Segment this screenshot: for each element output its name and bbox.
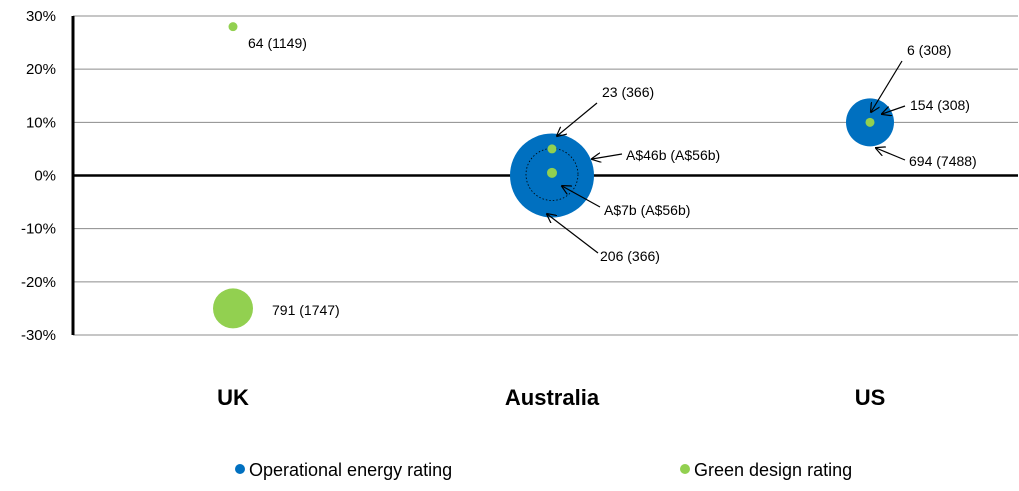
data-label: 154 (308) bbox=[910, 97, 970, 113]
data-label: 23 (366) bbox=[602, 84, 654, 100]
data-label: A$46b (A$56b) bbox=[626, 147, 720, 163]
data-label: 791 (1747) bbox=[272, 302, 340, 318]
bubble-green-australia bbox=[547, 167, 557, 178]
legend-label: Green design rating bbox=[694, 460, 852, 480]
y-tick-label: 30% bbox=[26, 8, 56, 25]
annotations: 64 (1149) 791 (1747) 23 (366) A$46b (A$56b)… bbox=[248, 35, 977, 318]
category-label: Australia bbox=[505, 385, 600, 410]
annotation-arrow bbox=[557, 102, 598, 136]
bubbles bbox=[213, 22, 894, 329]
bubble-green-us bbox=[865, 117, 875, 127]
bubble-green-uk bbox=[228, 22, 238, 32]
category-label: US bbox=[855, 385, 886, 410]
annotation-arrow bbox=[562, 186, 601, 208]
y-tick-label: 20% bbox=[26, 61, 56, 78]
y-axis-ticks: 30% 20% 10% 0% -10% -20% -30% bbox=[21, 8, 56, 344]
data-label: 64 (1149) bbox=[248, 35, 307, 51]
annotation-arrow bbox=[547, 214, 599, 254]
y-tick-label: 10% bbox=[26, 114, 56, 131]
annotation-arrow bbox=[876, 148, 906, 161]
data-label: 6 (308) bbox=[907, 42, 951, 58]
annotation-arrow bbox=[882, 105, 906, 114]
category-label: UK bbox=[217, 385, 249, 410]
y-tick-label: -10% bbox=[21, 221, 56, 238]
legend: Operational energy rating Green design ra… bbox=[235, 460, 852, 480]
y-tick-label: -20% bbox=[21, 274, 56, 291]
bubble-green-uk bbox=[213, 288, 253, 329]
legend-marker bbox=[680, 464, 690, 474]
data-label: 694 (7488) bbox=[909, 153, 977, 169]
bubble-green-australia bbox=[547, 144, 557, 154]
y-tick-label: 0% bbox=[34, 168, 56, 185]
y-tick-label: -30% bbox=[21, 327, 56, 344]
data-label: A$7b (A$56b) bbox=[604, 202, 690, 218]
annotation-arrows bbox=[547, 60, 906, 254]
data-label: 206 (366) bbox=[600, 248, 660, 264]
legend-marker bbox=[235, 464, 245, 474]
bubble-inner-outline bbox=[525, 148, 579, 201]
annotation-arrow bbox=[592, 154, 623, 159]
category-labels: UK Australia US bbox=[217, 385, 885, 410]
legend-label: Operational energy rating bbox=[249, 460, 452, 480]
annotation-arrow bbox=[871, 60, 903, 112]
